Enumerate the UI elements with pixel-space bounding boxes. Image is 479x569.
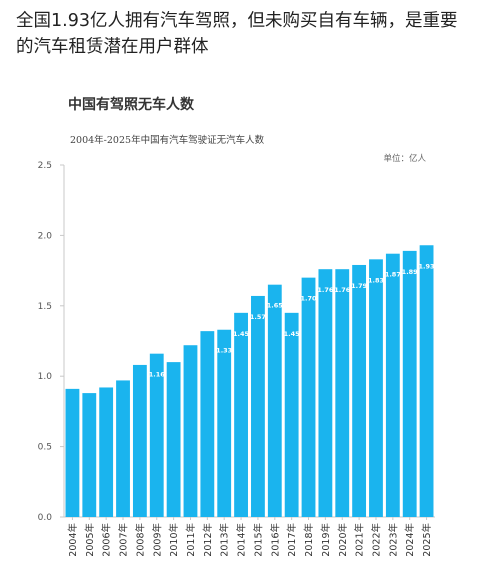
bar [301, 277, 316, 517]
data-label: 1.79 [351, 282, 368, 290]
bar [318, 269, 333, 517]
bar [166, 362, 181, 517]
bar [234, 312, 248, 517]
bar [385, 253, 400, 518]
x-tick-label: 2012年 [202, 523, 214, 557]
x-tick-label: 2006年 [101, 523, 113, 557]
data-label: 1.76 [334, 286, 351, 294]
data-label: 1.33 [216, 347, 232, 355]
x-tick-label: 2009年 [151, 523, 163, 557]
y-tick-label: 1.5 [38, 302, 52, 312]
x-tick-label: 2024年 [404, 523, 416, 557]
bar [116, 380, 130, 517]
bar [183, 345, 198, 517]
x-tick-label: 2010年 [168, 523, 180, 557]
bar [284, 312, 299, 517]
x-tick-label: 2018年 [303, 523, 315, 557]
headline: 全国1.93亿人拥有汽车驾照，但未购买自有车辆，是重要的汽车租赁潜在用户群体 [16, 11, 458, 57]
x-tick-label: 2005年 [84, 523, 96, 557]
data-label: 1.65 [267, 302, 284, 310]
y-tick-label: 0.5 [38, 443, 52, 453]
x-tick-label: 2007年 [118, 523, 130, 557]
x-tick-label: 2014年 [236, 523, 248, 557]
data-label: 1.93 [419, 262, 435, 270]
x-tick-label: 2004年 [67, 523, 79, 557]
data-label: 1.83 [368, 276, 384, 284]
bar [200, 331, 215, 517]
bar [267, 284, 282, 517]
x-tick-label: 2025年 [421, 523, 433, 557]
x-tick-label: 2016年 [269, 523, 281, 557]
bar [419, 245, 434, 518]
x-tick-label: 2019年 [320, 523, 332, 557]
x-tick-label: 2011年 [185, 523, 197, 557]
bar [132, 364, 147, 517]
bar [217, 329, 232, 517]
y-tick-label: 2.5 [38, 161, 52, 171]
data-label: 1.57 [250, 313, 266, 321]
x-tick-label: 2022年 [370, 523, 382, 557]
data-label: 1.45 [233, 330, 250, 338]
x-tick-label: 2013年 [219, 523, 231, 557]
y-tick-label: 0.0 [38, 513, 53, 523]
bar [99, 387, 114, 517]
bar [82, 393, 97, 517]
data-label: 1.87 [385, 271, 401, 279]
x-tick-label: 2020年 [337, 523, 349, 557]
x-tick-label: 2015年 [252, 523, 264, 557]
data-label: 1.45 [284, 330, 301, 338]
x-tick-label: 2023年 [387, 523, 399, 557]
y-tick-label: 2.0 [38, 231, 53, 241]
bar [335, 269, 350, 517]
data-label: 1.70 [300, 295, 317, 303]
bar [402, 250, 417, 517]
bar [65, 388, 80, 517]
bar [352, 264, 367, 517]
data-label: 1.89 [402, 268, 419, 276]
data-label: 1.76 [317, 286, 334, 294]
chart-subtitle: 2004年-2025年中国有汽车驾驶证无汽车人数 [70, 135, 265, 146]
data-label: 1.16 [149, 371, 166, 379]
y-tick-label: 1.0 [38, 372, 53, 382]
bar [251, 295, 265, 517]
x-tick-label: 2021年 [354, 523, 366, 557]
bar [149, 353, 164, 517]
x-tick-label: 2008年 [134, 523, 146, 557]
chart-title: 中国有驾照无车人数 [68, 97, 194, 113]
unit-label: 单位：亿人 [383, 154, 426, 164]
x-tick-label: 2017年 [286, 523, 298, 557]
bar [369, 259, 383, 517]
